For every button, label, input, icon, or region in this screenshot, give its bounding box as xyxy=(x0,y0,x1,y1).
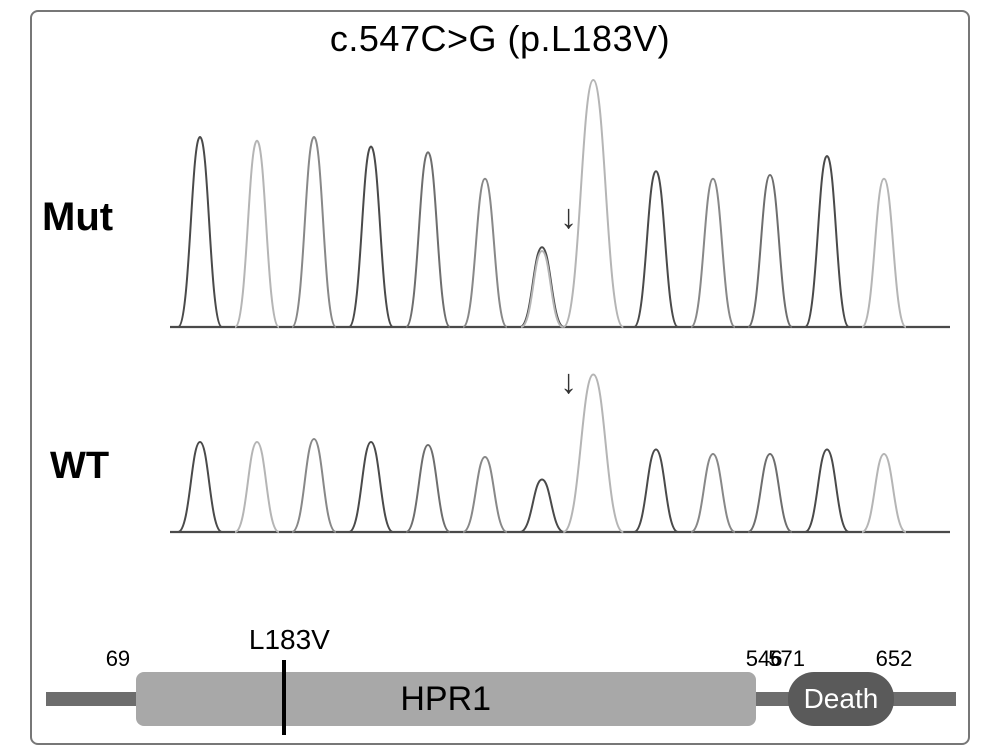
mutation-arrow-wt: ↓ xyxy=(560,365,577,399)
death-label: Death xyxy=(804,683,879,715)
hpr1-domain: HPR1 xyxy=(136,672,756,726)
variant-tick xyxy=(282,660,286,735)
variant-title: c.547C>G (p.L183V) xyxy=(330,18,670,60)
death-domain: Death xyxy=(788,672,893,726)
wt-label: WT xyxy=(50,445,109,488)
mut-label: Mut xyxy=(42,195,113,240)
pos-label-69: 69 xyxy=(106,646,130,672)
variant-label: L183V xyxy=(249,624,330,656)
pos-label-652: 652 xyxy=(876,646,913,672)
pos-label-571: 571 xyxy=(768,646,805,672)
mutation-arrow-mut: ↓ xyxy=(560,200,577,234)
hpr1-label: HPR1 xyxy=(400,680,491,719)
protein-domain-diagram: HPR1 Death L183V 69 546 571 652 xyxy=(46,640,956,730)
